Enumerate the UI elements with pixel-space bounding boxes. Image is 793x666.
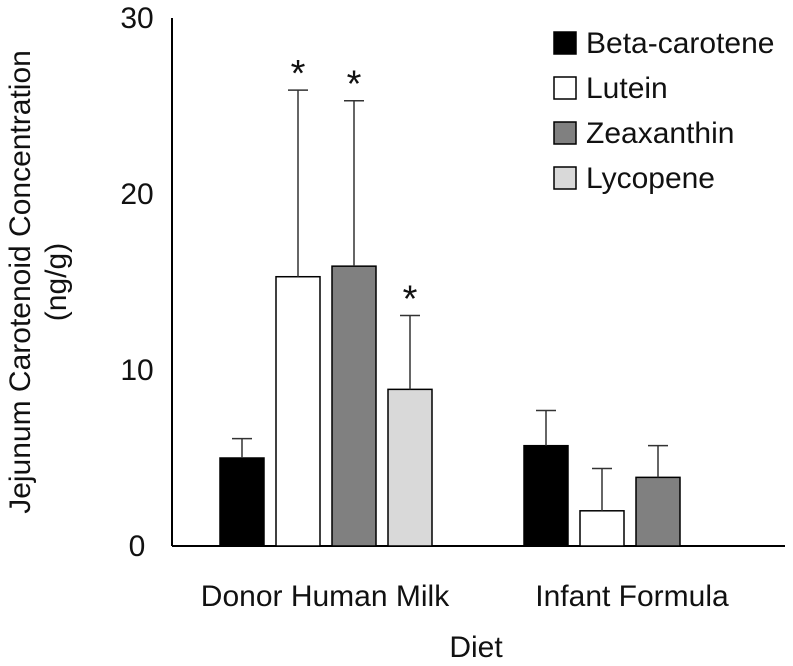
category-label: Infant Formula	[535, 580, 729, 613]
bar-zeaxanthin-infant-formula	[635, 476, 681, 547]
bar-zeaxanthin-donor-human-milk	[331, 265, 377, 547]
y-tick-label: 10	[120, 354, 153, 387]
y-axis-title: Jejunum Carotenoid Concentration (ng/g)	[4, 50, 73, 514]
axes	[171, 18, 785, 547]
significance-marker: *	[291, 53, 306, 95]
category-labels: Donor Human Milk Infant Formula	[201, 580, 729, 613]
bar-lycopene-donor-human-milk	[387, 388, 433, 547]
legend-swatch-lutein	[553, 76, 577, 100]
bar-beta-carotene-infant-formula	[523, 444, 569, 547]
y-axis-title-line2: (ng/g)	[40, 243, 73, 321]
bar-beta-carotene-donor-human-milk	[219, 457, 265, 547]
legend-label-beta-carotene: Beta-carotene	[586, 27, 774, 60]
y-tick-label: 30	[120, 2, 153, 35]
significance-marker: *	[347, 64, 362, 106]
y-tick-label: 20	[120, 178, 153, 211]
y-tick-label: 0	[129, 530, 146, 563]
legend-swatch-beta-carotene	[553, 31, 577, 55]
bar-lutein-donor-human-milk	[275, 275, 321, 547]
significance-marker: *	[403, 278, 418, 320]
category-label: Donor Human Milk	[201, 580, 450, 613]
legend-label-lutein: Lutein	[586, 72, 668, 105]
y-tick-labels: 0 10 20 30	[120, 2, 153, 563]
y-axis-title-line1: Jejunum Carotenoid Concentration	[4, 50, 37, 514]
legend-label-zeaxanthin: Zeaxanthin	[586, 117, 734, 150]
legend-swatch-zeaxanthin	[553, 121, 577, 145]
bars: * * *	[219, 53, 681, 547]
bar-lutein-infant-formula	[579, 510, 625, 547]
legend-swatch-lycopene	[553, 166, 577, 190]
x-axis-title: Diet	[449, 631, 503, 664]
legend: Beta-carotene Lutein Zeaxanthin Lycopene	[553, 27, 774, 195]
legend-label-lycopene: Lycopene	[586, 162, 715, 195]
